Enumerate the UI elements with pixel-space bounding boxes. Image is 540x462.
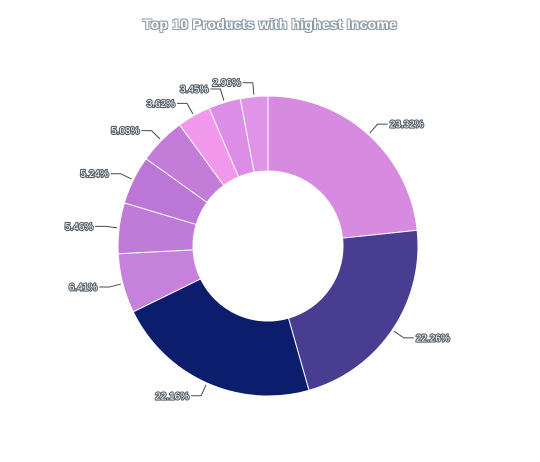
leader-line — [95, 225, 118, 229]
slice-label: 22.26% — [416, 333, 450, 344]
slice-label: 3.62% — [147, 99, 175, 110]
slice-label: 22.16% — [155, 391, 189, 402]
slice-group — [117, 95, 419, 397]
slice-label: 5.24% — [80, 169, 108, 180]
leader-line — [242, 82, 255, 95]
slice-label: 5.08% — [111, 126, 139, 137]
slice-label: 6.41% — [69, 283, 97, 294]
leader-line — [110, 173, 132, 180]
slice-label: 5.46% — [65, 222, 93, 233]
slice-label: 2.96% — [212, 78, 240, 89]
donut-slice[interactable] — [132, 278, 310, 397]
leader-line — [191, 384, 207, 397]
leader-line — [176, 102, 194, 115]
leader-line-group — [95, 82, 414, 397]
leader-line — [369, 123, 388, 134]
slice-label: 3.45% — [180, 85, 208, 96]
leader-line — [141, 130, 161, 140]
slice-label-group: 23.32% 22.26% 22.16% 6.41% 5.46% 5.24% 5.08% 3.… — [64, 77, 451, 403]
leader-line — [210, 88, 225, 101]
donut-slice[interactable] — [267, 95, 418, 239]
leader-line — [393, 330, 414, 339]
chart-title: Top 10 Products with highest Income — [142, 16, 398, 32]
leader-line — [99, 283, 121, 288]
donut-slice[interactable] — [239, 95, 269, 173]
slice-label: 23.32% — [390, 120, 424, 131]
donut-slice[interactable] — [287, 229, 419, 391]
